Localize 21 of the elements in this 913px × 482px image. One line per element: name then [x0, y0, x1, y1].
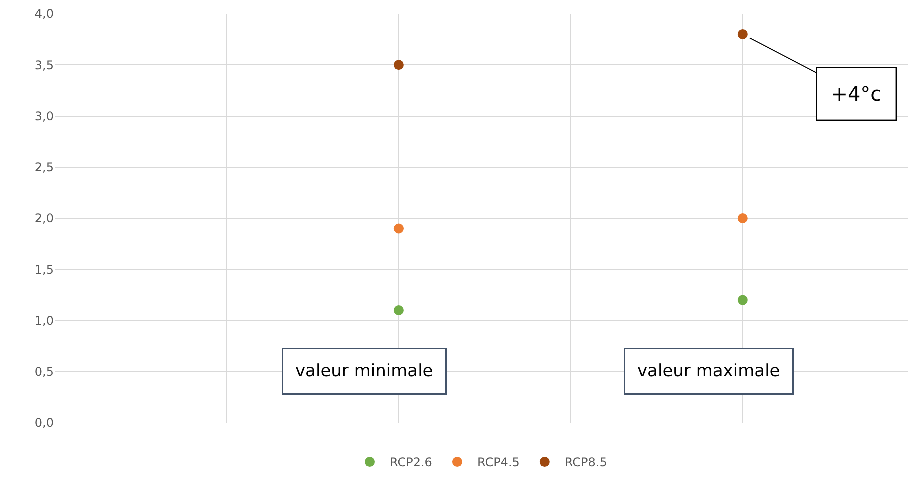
- y-tick-label: 0,5: [34, 365, 54, 380]
- point: [394, 60, 404, 70]
- y-tick-label: 2,0: [34, 212, 54, 226]
- point: [394, 224, 404, 234]
- legend-label: RCP4.5: [477, 456, 520, 470]
- y-tick-label: 2,5: [34, 160, 54, 175]
- y-tick-label: 3,0: [34, 109, 54, 124]
- annotation: +4°c: [831, 82, 882, 106]
- y-tick-label: 0,0: [34, 416, 54, 430]
- y-tick-label: 1,0: [34, 314, 54, 328]
- legend-label: RCP2.6: [390, 456, 432, 470]
- annotation: valeur maximale: [638, 362, 780, 382]
- point: [394, 306, 404, 316]
- point: [738, 214, 748, 224]
- point: [738, 29, 748, 40]
- y-tick-label: 4,0: [34, 7, 54, 22]
- legend-label: RCP8.5: [564, 456, 608, 470]
- y-tick-label: 3,5: [34, 58, 54, 72]
- y-tick-label: 1,5: [34, 262, 54, 277]
- point: [738, 295, 748, 306]
- annotation: valeur minimale: [296, 362, 434, 382]
